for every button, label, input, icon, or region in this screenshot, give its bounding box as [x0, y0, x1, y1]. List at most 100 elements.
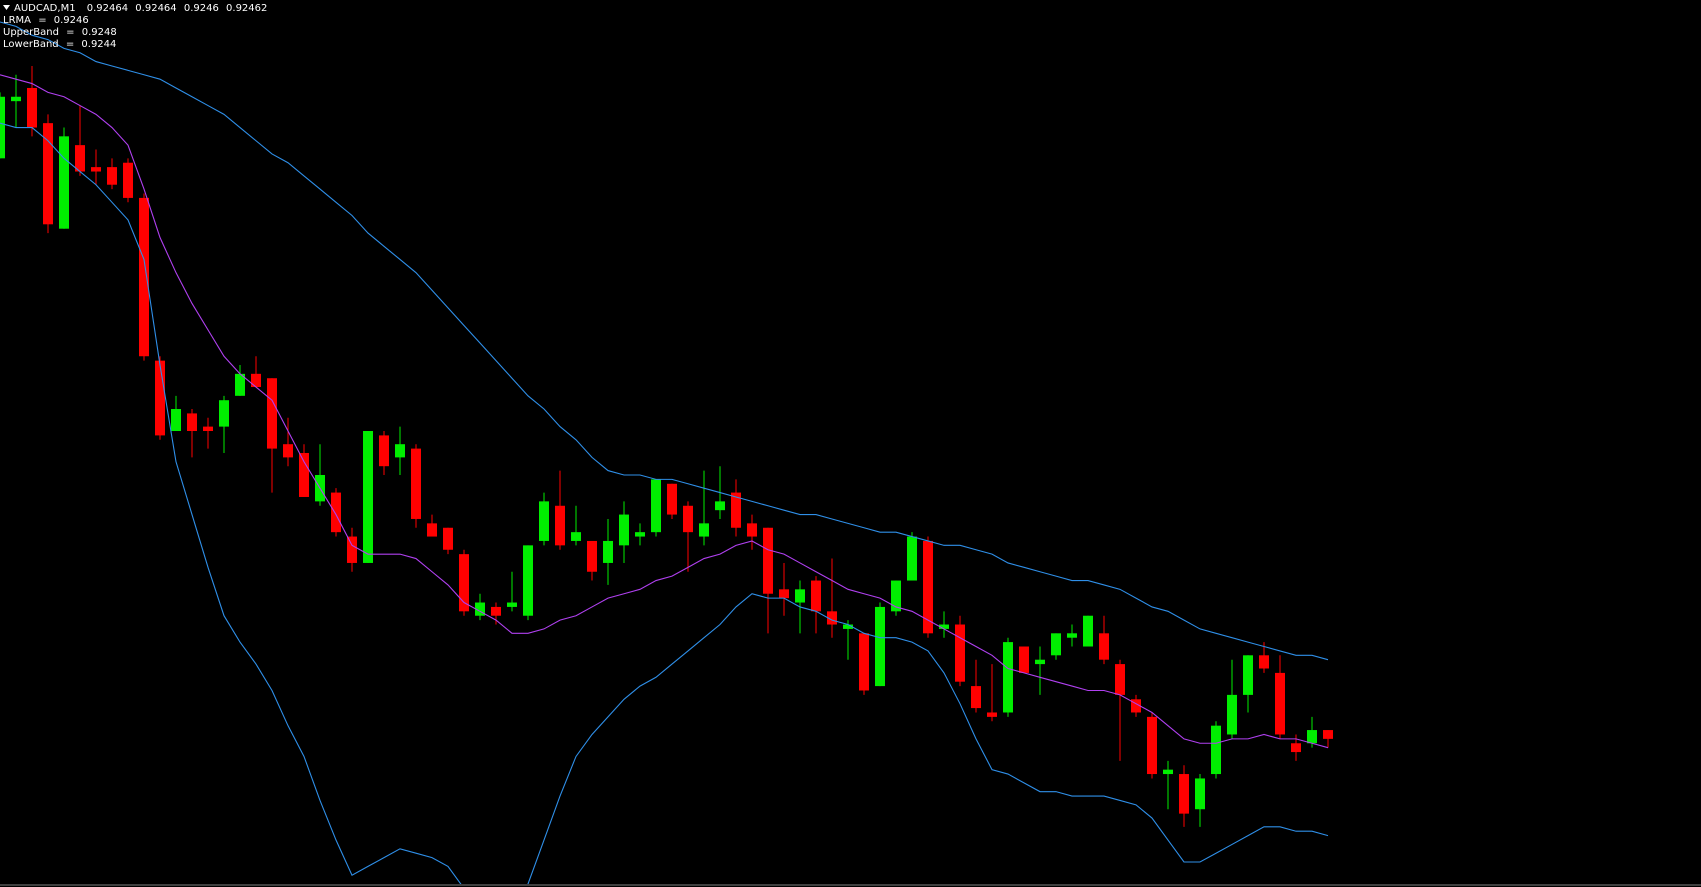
candle-body	[859, 633, 869, 691]
indicator-value: 0.9248	[82, 27, 117, 38]
candle-body	[1227, 694, 1237, 735]
candle-body	[395, 444, 405, 458]
candle-body	[971, 686, 981, 709]
candle-body	[1259, 655, 1269, 669]
candle-body	[379, 435, 389, 467]
candle-body	[411, 448, 421, 519]
candle-body	[1115, 664, 1125, 695]
candle-body	[731, 492, 741, 528]
candle-body	[187, 413, 197, 432]
candle-body	[299, 452, 309, 497]
candle-body	[1019, 646, 1029, 673]
candle-body	[715, 501, 725, 511]
candle-body	[987, 712, 997, 717]
candle-body	[91, 167, 101, 172]
candle-body	[651, 479, 661, 533]
separator: =	[66, 27, 74, 38]
indicator-name: LRMA	[3, 15, 31, 26]
candle-body	[43, 123, 53, 225]
candle-body	[843, 624, 853, 629]
candle-body	[219, 400, 229, 427]
collapse-arrow[interactable]	[3, 5, 10, 10]
candle-body	[1291, 743, 1301, 753]
plot-area	[0, 21, 1333, 884]
candle-body	[1163, 769, 1173, 775]
candle-body	[427, 523, 437, 537]
candle-body	[507, 602, 517, 607]
candle-body	[1067, 633, 1077, 638]
indicator-line	[0, 74, 1329, 749]
ohlc-close: 0.92462	[226, 3, 267, 14]
ohlc-open: 0.92464	[87, 3, 128, 14]
candle-body	[171, 409, 181, 432]
candle-body	[1243, 655, 1253, 695]
candle-body	[587, 540, 597, 572]
indicator-value: 0.9244	[81, 39, 116, 50]
separator: =	[66, 39, 74, 50]
ohlc-low: 0.9246	[184, 3, 219, 14]
separator: =	[38, 15, 46, 26]
candle-body	[619, 514, 629, 546]
indicator-readout: LRMA = 0.9246	[3, 15, 89, 26]
candle-body	[539, 501, 549, 541]
candle-body	[923, 540, 933, 634]
indicator-name: LowerBand	[3, 39, 59, 50]
candle-body	[203, 426, 213, 432]
candle-body	[11, 96, 21, 102]
candle-body	[347, 536, 357, 563]
candle-body	[475, 602, 485, 616]
indicator-readout: UpperBand = 0.9248	[3, 27, 117, 38]
candle-body	[363, 431, 373, 563]
candle-body	[795, 589, 805, 603]
candle-body	[1099, 633, 1109, 660]
ohlc-high: 0.92464	[135, 3, 176, 14]
indicator-readout: LowerBand = 0.9244	[3, 39, 116, 50]
candle-body	[891, 580, 901, 612]
candle-body	[267, 378, 277, 449]
candle-body	[955, 624, 965, 682]
candle-body	[491, 606, 501, 616]
candle-body	[0, 96, 5, 159]
candle-body	[155, 360, 165, 436]
indicator-line	[0, 21, 1329, 661]
candle-body	[875, 606, 885, 687]
indicator-name: UpperBand	[3, 27, 59, 38]
candle-body	[1147, 716, 1157, 775]
candle-body	[747, 523, 757, 537]
candle-body	[699, 523, 709, 537]
candle-body	[827, 611, 837, 625]
candle-body	[1307, 730, 1317, 744]
symbol-readout: AUDCAD,M1 0.92464 0.92464 0.9246 0.92462	[14, 3, 267, 14]
candle-body	[683, 505, 693, 533]
candle-body	[779, 589, 789, 599]
indicator-value: 0.9246	[54, 15, 89, 26]
candle-body	[907, 536, 917, 581]
candle-body	[1083, 615, 1093, 647]
candle-body	[59, 136, 69, 229]
candle-body	[939, 624, 949, 629]
candle-body	[27, 87, 37, 128]
candle-body	[571, 532, 581, 541]
candle-body	[667, 483, 677, 515]
candle-body	[1195, 778, 1205, 810]
candle-body	[555, 505, 565, 546]
candle-body	[1323, 730, 1333, 739]
candle-body	[1131, 699, 1141, 713]
candle-body	[603, 540, 613, 563]
candle-body	[107, 167, 117, 185]
indicator-line	[0, 122, 1329, 884]
candle-body	[1035, 659, 1045, 665]
candle-body	[459, 554, 469, 612]
candle-body	[139, 197, 149, 357]
candle-body	[75, 145, 85, 172]
candle-body	[523, 545, 533, 616]
candle-body	[1179, 774, 1189, 814]
candle-body	[331, 492, 341, 533]
candle-body	[283, 444, 293, 458]
symbol: AUDCAD,M1	[14, 3, 76, 14]
candle-body	[635, 532, 645, 537]
candle-body	[443, 527, 453, 550]
